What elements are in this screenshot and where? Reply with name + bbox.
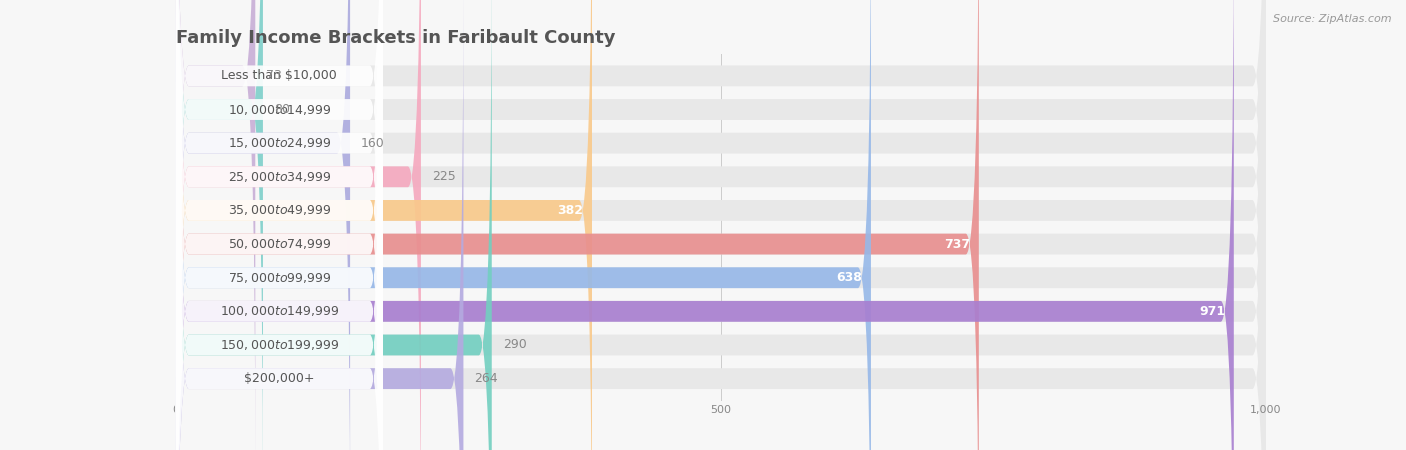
FancyBboxPatch shape [176, 0, 464, 450]
FancyBboxPatch shape [176, 0, 382, 450]
Text: Less than $10,000: Less than $10,000 [221, 69, 337, 82]
FancyBboxPatch shape [176, 0, 382, 450]
Text: 971: 971 [1199, 305, 1225, 318]
FancyBboxPatch shape [176, 0, 256, 450]
FancyBboxPatch shape [176, 0, 382, 450]
Text: 737: 737 [943, 238, 970, 251]
FancyBboxPatch shape [176, 0, 382, 450]
Text: $200,000+: $200,000+ [245, 372, 315, 385]
FancyBboxPatch shape [176, 0, 263, 450]
Text: 382: 382 [557, 204, 583, 217]
FancyBboxPatch shape [176, 0, 382, 450]
FancyBboxPatch shape [176, 0, 1265, 450]
FancyBboxPatch shape [176, 0, 382, 450]
Text: $50,000 to $74,999: $50,000 to $74,999 [228, 237, 330, 251]
Text: 73: 73 [266, 69, 283, 82]
Text: $75,000 to $99,999: $75,000 to $99,999 [228, 271, 330, 285]
Text: 290: 290 [503, 338, 526, 351]
FancyBboxPatch shape [176, 0, 1265, 450]
Text: 264: 264 [474, 372, 498, 385]
Text: $150,000 to $199,999: $150,000 to $199,999 [219, 338, 339, 352]
FancyBboxPatch shape [176, 0, 1265, 450]
FancyBboxPatch shape [176, 0, 1265, 450]
FancyBboxPatch shape [176, 0, 382, 450]
Text: 225: 225 [432, 170, 456, 183]
FancyBboxPatch shape [176, 0, 1265, 450]
Text: 160: 160 [361, 137, 385, 150]
FancyBboxPatch shape [176, 0, 979, 450]
FancyBboxPatch shape [176, 0, 1265, 450]
FancyBboxPatch shape [176, 0, 1265, 450]
FancyBboxPatch shape [176, 0, 382, 450]
FancyBboxPatch shape [176, 0, 382, 450]
Text: $10,000 to $14,999: $10,000 to $14,999 [228, 103, 330, 117]
Text: 80: 80 [274, 103, 290, 116]
FancyBboxPatch shape [176, 0, 420, 450]
FancyBboxPatch shape [176, 0, 1265, 450]
FancyBboxPatch shape [176, 0, 1234, 450]
FancyBboxPatch shape [176, 0, 492, 450]
Text: $25,000 to $34,999: $25,000 to $34,999 [228, 170, 330, 184]
Text: 638: 638 [837, 271, 862, 284]
FancyBboxPatch shape [176, 0, 592, 450]
Text: Source: ZipAtlas.com: Source: ZipAtlas.com [1274, 14, 1392, 23]
Text: $35,000 to $49,999: $35,000 to $49,999 [228, 203, 330, 217]
FancyBboxPatch shape [176, 0, 870, 450]
FancyBboxPatch shape [176, 0, 350, 450]
FancyBboxPatch shape [176, 0, 1265, 450]
FancyBboxPatch shape [176, 0, 1265, 450]
Text: Family Income Brackets in Faribault County: Family Income Brackets in Faribault Coun… [176, 29, 616, 47]
FancyBboxPatch shape [176, 0, 382, 450]
Text: $15,000 to $24,999: $15,000 to $24,999 [228, 136, 330, 150]
Text: $100,000 to $149,999: $100,000 to $149,999 [219, 304, 339, 318]
